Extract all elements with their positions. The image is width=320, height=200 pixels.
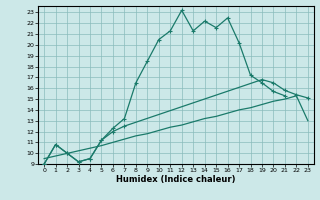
X-axis label: Humidex (Indice chaleur): Humidex (Indice chaleur) xyxy=(116,175,236,184)
